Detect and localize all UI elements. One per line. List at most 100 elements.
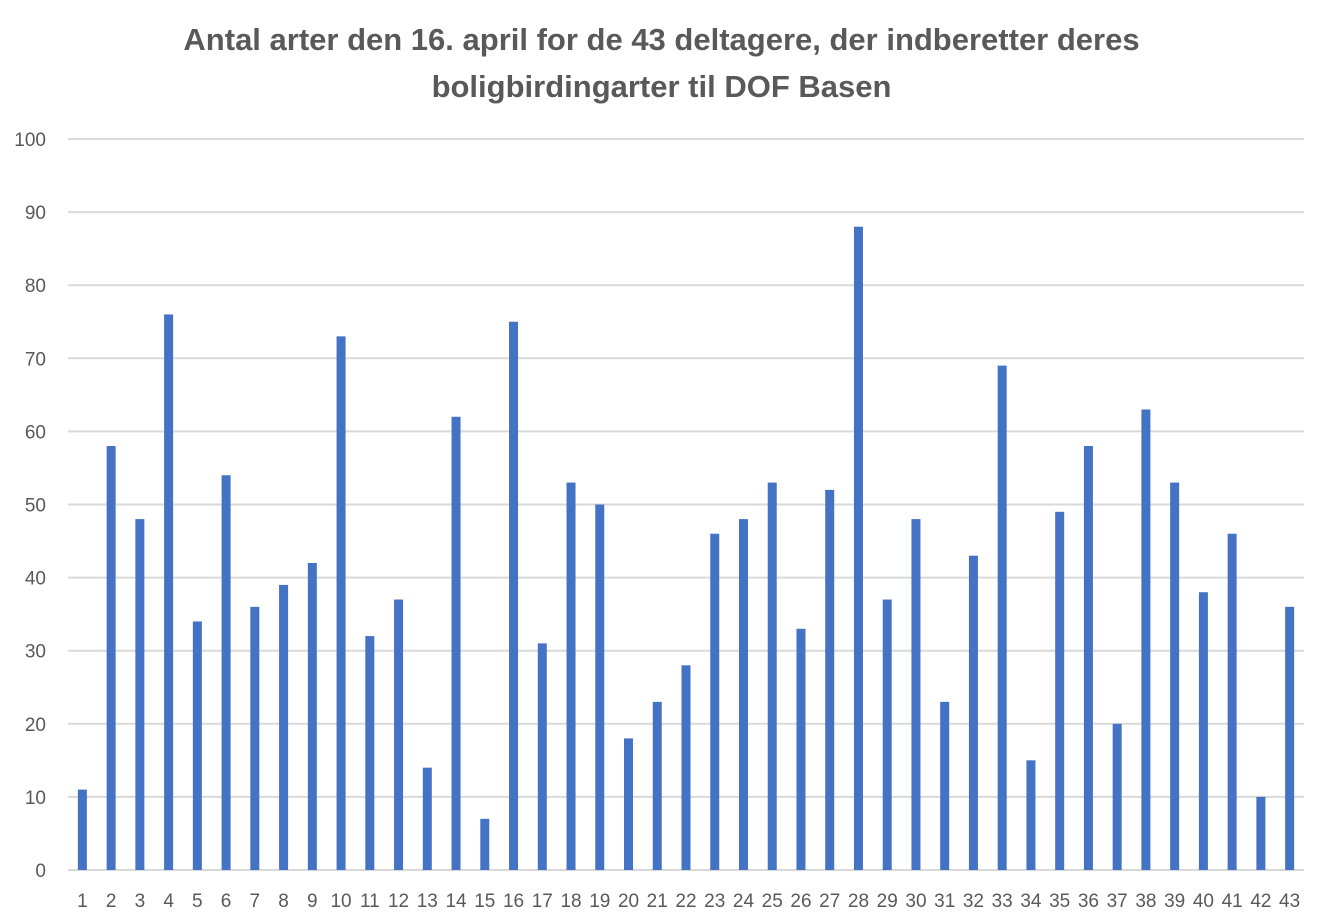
x-tick-label: 42: [1250, 891, 1271, 912]
x-tick-label: 33: [992, 891, 1013, 912]
bar: [77, 789, 87, 870]
y-tick-label: 100: [14, 130, 46, 151]
x-tick-label: 40: [1193, 891, 1214, 912]
x-tick-label: 43: [1279, 891, 1300, 912]
x-tick-label: 25: [762, 891, 783, 912]
y-tick-label: 40: [25, 569, 46, 590]
x-tick-label: 34: [1020, 891, 1042, 912]
x-tick-label: 9: [307, 891, 318, 912]
x-tick-label: 36: [1078, 891, 1099, 912]
x-tick-label: 32: [963, 891, 984, 912]
x-tick-label: 11: [360, 891, 380, 912]
bar: [192, 621, 202, 870]
x-tick-label: 12: [388, 891, 409, 912]
bar: [882, 599, 892, 870]
bar: [968, 555, 978, 870]
y-tick-label: 90: [25, 203, 46, 224]
x-tick-label: 3: [135, 891, 146, 912]
bar: [825, 489, 835, 870]
bar: [1112, 723, 1122, 870]
x-tick-label: 8: [278, 891, 289, 912]
chart-title: Antal arter den 16. april for de 43 delt…: [0, 16, 1323, 110]
x-tick-label: 29: [877, 891, 898, 912]
bar: [767, 482, 777, 870]
bar: [1026, 760, 1036, 870]
bar: [710, 533, 720, 870]
bar: [940, 701, 950, 870]
y-tick-label: 70: [25, 349, 46, 370]
bar: [336, 336, 346, 870]
bar: [164, 314, 174, 870]
x-tick-label: 4: [163, 891, 174, 912]
bar: [997, 365, 1007, 870]
x-tick-label: 20: [618, 891, 639, 912]
bar: [365, 636, 375, 870]
y-tick-label: 30: [25, 642, 46, 663]
x-tick-label: 14: [445, 891, 467, 912]
x-tick-label: 15: [474, 891, 495, 912]
x-tick-label: 27: [819, 891, 840, 912]
x-tick-label: 19: [589, 891, 610, 912]
x-tick-label: 13: [417, 891, 438, 912]
bar: [1170, 482, 1180, 870]
bar: [681, 665, 691, 870]
x-tick-label: 28: [848, 891, 869, 912]
bar: [250, 606, 260, 870]
x-tick-label: 39: [1164, 891, 1185, 912]
y-tick-label: 10: [25, 788, 46, 809]
bar: [279, 584, 289, 870]
y-tick-label: 80: [25, 276, 46, 297]
x-tick-label: 26: [790, 891, 811, 912]
bar: [480, 818, 490, 870]
x-axis-ticks: 1 2 3 4 5 6 7 8 9 10 11 12 13 14 15 16 17 18 19 20 21 22 23 24 2…: [77, 891, 1300, 912]
x-tick-label: 7: [250, 891, 261, 912]
x-tick-label: 24: [733, 891, 755, 912]
x-tick-label: 22: [675, 891, 696, 912]
bar: [307, 562, 317, 870]
y-tick-label: 20: [25, 715, 46, 736]
bar: [422, 767, 432, 870]
bar: [1141, 409, 1151, 870]
x-tick-label: 41: [1222, 891, 1243, 912]
bar: [624, 738, 634, 870]
x-tick-label: 10: [330, 891, 351, 912]
chart-title-line-2: boligbirdingarter til DOF Basen: [431, 69, 892, 104]
bar: [135, 519, 145, 870]
bar: [738, 519, 748, 870]
bar: [1227, 533, 1237, 870]
bar: [451, 416, 461, 870]
x-tick-label: 18: [560, 891, 581, 912]
bar: [911, 519, 921, 870]
bars: [77, 226, 1295, 871]
bar: [106, 446, 116, 870]
bar: [537, 643, 547, 870]
x-tick-label: 35: [1049, 891, 1070, 912]
bar: [394, 599, 404, 870]
bar: [566, 482, 576, 870]
bar: [1256, 796, 1266, 870]
x-tick-label: 5: [192, 891, 203, 912]
bar: [652, 701, 662, 870]
x-tick-label: 16: [503, 891, 524, 912]
bar: [796, 628, 806, 870]
bar: [1285, 606, 1295, 870]
x-tick-label: 21: [647, 891, 668, 912]
bar: [1055, 511, 1065, 870]
gridlines: [68, 138, 1304, 871]
x-tick-label: 38: [1135, 891, 1156, 912]
x-tick-label: 37: [1107, 891, 1128, 912]
bar: [595, 504, 605, 870]
x-tick-label: 17: [532, 891, 553, 912]
x-tick-label: 23: [704, 891, 725, 912]
bar: [221, 475, 231, 870]
y-tick-label: 50: [25, 496, 46, 517]
x-tick-label: 1: [77, 891, 88, 912]
y-tick-label: 60: [25, 422, 46, 443]
x-tick-label: 2: [106, 891, 117, 912]
y-tick-label: 0: [35, 861, 46, 882]
bar: [853, 226, 863, 871]
bar: [1083, 446, 1093, 870]
x-tick-label: 30: [905, 891, 926, 912]
x-tick-label: 6: [221, 891, 232, 912]
